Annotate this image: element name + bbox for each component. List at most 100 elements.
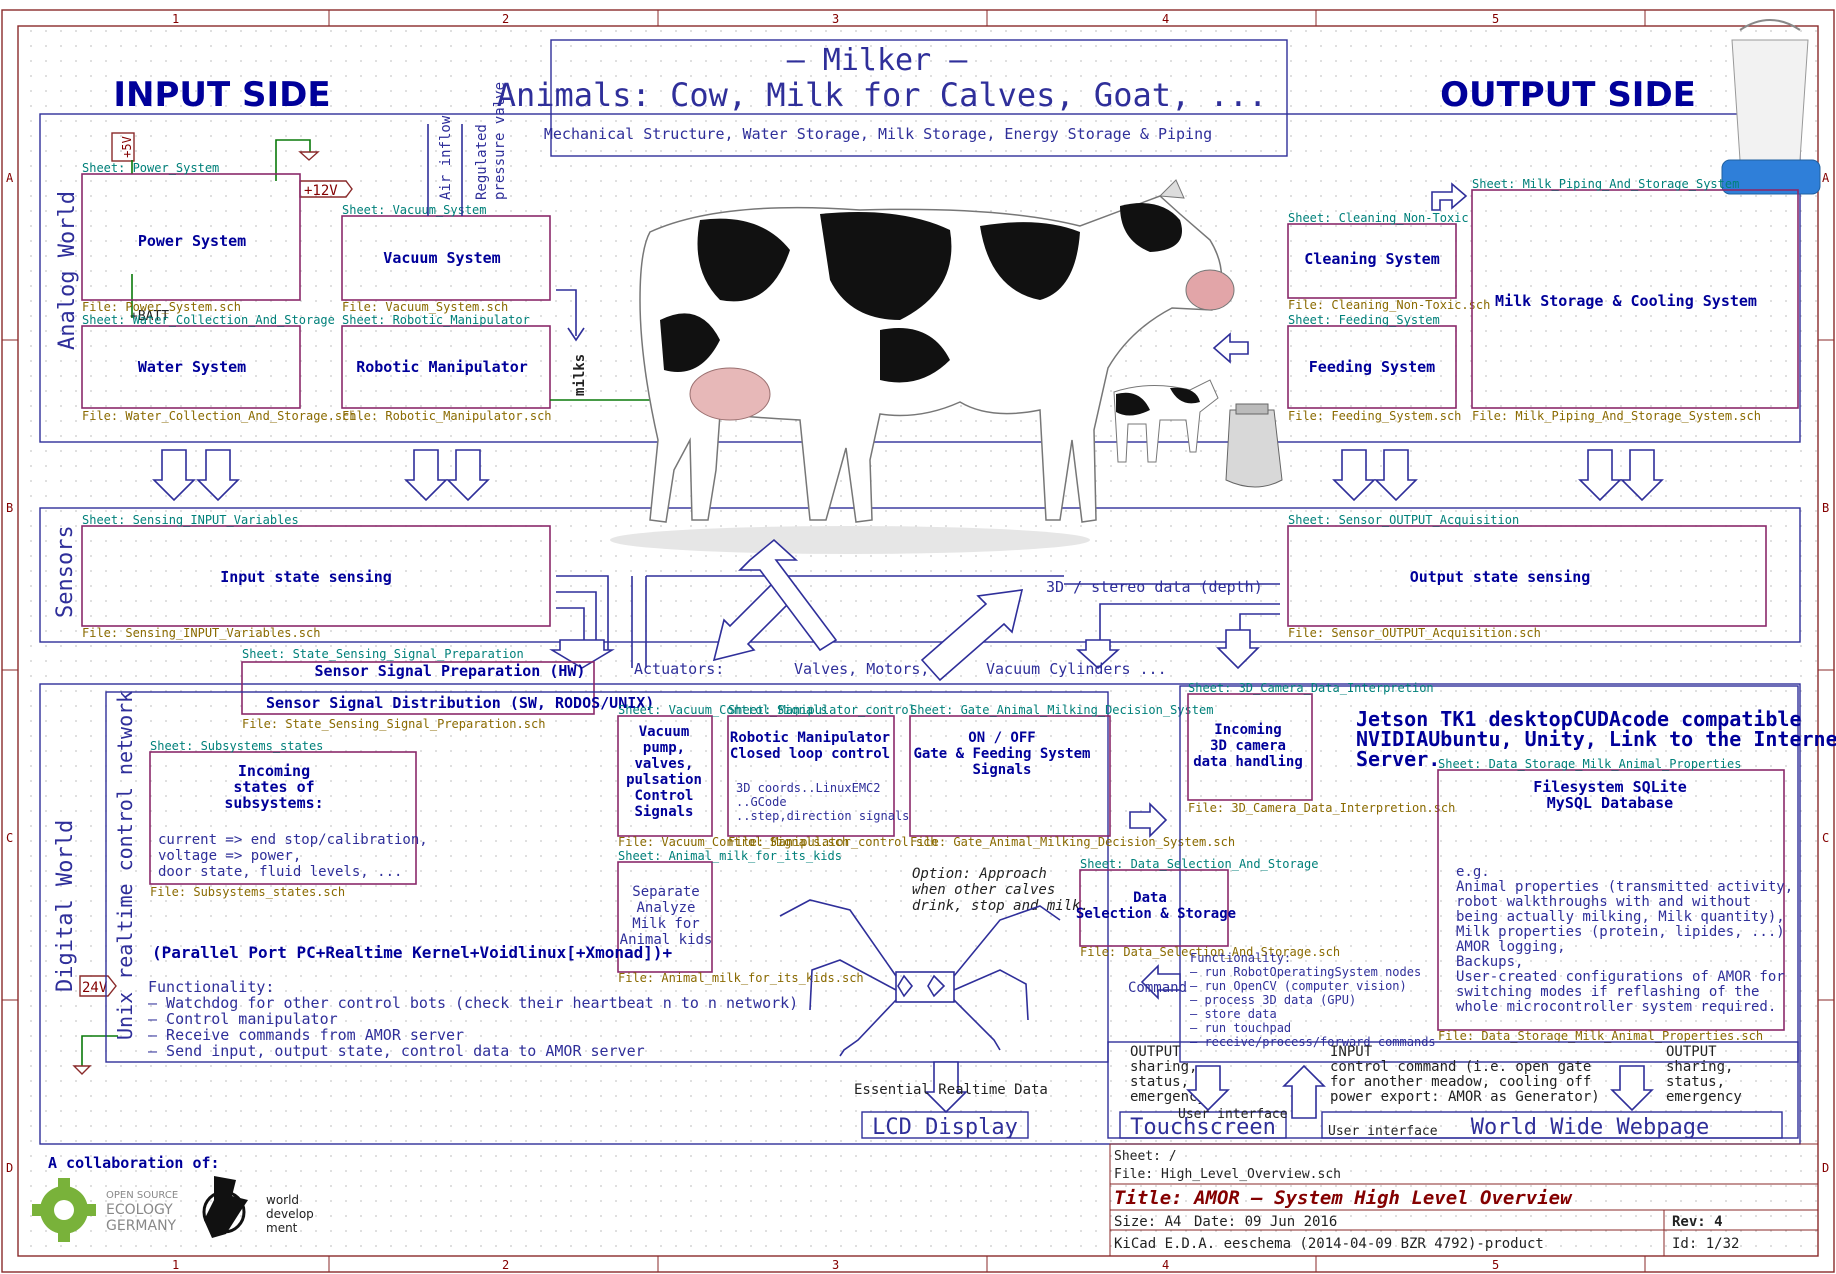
calf-illustration bbox=[1113, 379, 1219, 463]
sheet-title: Separate bbox=[632, 884, 699, 900]
sheet-power-system[interactable]: Sheet: Power_System Power System File: P… bbox=[81, 161, 301, 314]
tb-size: Size: A4 bbox=[1114, 1214, 1181, 1230]
parallel-port-text: (Parallel Port PC+Realtime Kernel+Voidli… bbox=[152, 943, 673, 962]
sheet-title: Cleaning System bbox=[1304, 250, 1439, 268]
io-line: OUTPUT bbox=[1666, 1044, 1717, 1060]
world-wide-webpage[interactable]: World Wide Webpage bbox=[1321, 1111, 1783, 1140]
sheet-database[interactable]: Sheet: Data_Storage_Milk_Animal_Properti… bbox=[1437, 757, 1793, 1043]
db-line: e.g. bbox=[1456, 864, 1490, 880]
sheet-name: Sheet: Vacuum_System bbox=[342, 203, 487, 217]
ose-gear-logo bbox=[32, 1178, 96, 1242]
sheet-name: Sheet: Sensing_INPUT_Variables bbox=[82, 513, 299, 527]
command-arrow-icon bbox=[1140, 964, 1181, 1000]
tb-file: File: High_Level_Overview.sch bbox=[1114, 1167, 1341, 1182]
option-label-1: Option: Approach bbox=[912, 866, 1047, 882]
io-line: sharing, bbox=[1130, 1059, 1197, 1075]
io-line: power export: AMOR as Generator) bbox=[1330, 1089, 1600, 1105]
sheet-vacuum-system[interactable]: Sheet: Vacuum_System Vacuum System File:… bbox=[341, 203, 551, 314]
sheet-title: valves, bbox=[634, 756, 693, 772]
sheet-title: 3D camera bbox=[1210, 738, 1286, 754]
input-up-arrow-icon bbox=[1282, 1064, 1326, 1119]
sheet-subsystems-states[interactable]: Sheet: Subsystems_states Incoming states… bbox=[149, 739, 428, 899]
sheet-3d-camera[interactable]: Sheet: 3D_Camera_Data_Interpretion Incom… bbox=[1187, 681, 1455, 815]
sheet-milk-storage[interactable]: Sheet: Milk_Piping_And_Storage_System Mi… bbox=[1471, 177, 1799, 423]
col-label-bottom: 2 bbox=[502, 1258, 509, 1272]
option-label-3: drink, stop and milk. bbox=[912, 898, 1089, 914]
sheet-cleaning-system[interactable]: Sheet: Cleaning_Non-Toxic Cleaning Syste… bbox=[1287, 211, 1490, 312]
sheet-gate-decision[interactable]: Sheet: Gate_Animal_Milking_Decision_Syst… bbox=[909, 703, 1235, 849]
sheet-animal-kids[interactable]: Sheet: Animal_milk_for_its_kids Separate… bbox=[617, 849, 864, 985]
batt-label: +BATT bbox=[130, 309, 169, 324]
col-label-bottom: 3 bbox=[832, 1258, 839, 1272]
wd-text-1: world bbox=[266, 1193, 299, 1207]
web-down-arrow-icon bbox=[1610, 1065, 1654, 1112]
touch-down-arrow-icon bbox=[1186, 1065, 1230, 1112]
sheet-vacuum-control-signals[interactable]: Sheet: Vacuum_Control_Signals Vacuum pum… bbox=[617, 703, 849, 849]
sheet-sensor-signal-preparation[interactable]: Sheet: State_Sensing_Signal_Preparation … bbox=[241, 647, 595, 731]
col-label-bottom: 1 bbox=[172, 1258, 179, 1272]
tb-rev: Rev: 4 bbox=[1672, 1214, 1723, 1230]
unix-network-box bbox=[105, 691, 1109, 1063]
sheet-file: File: Vacuum_Control_Signals.sch bbox=[618, 835, 849, 849]
sheet-title: Signals bbox=[972, 762, 1031, 778]
sheet-robotic-manipulator[interactable]: Sheet: Robotic_Manipulator Robotic Manip… bbox=[341, 313, 552, 423]
io-line: emergency bbox=[1666, 1089, 1742, 1105]
func-line: – Control manipulator bbox=[148, 1010, 338, 1028]
sheet-desc: current => end stop/calibration, bbox=[158, 832, 428, 848]
sheet-name: Sheet: Vacuum_Control_Signals bbox=[618, 703, 828, 717]
sheet-name: Sheet: Cleaning_Non-Toxic bbox=[1288, 211, 1469, 225]
lcd-display[interactable]: LCD Display bbox=[861, 1111, 1029, 1140]
tb-sheet: Sheet: / bbox=[1114, 1149, 1177, 1164]
sheet-water-system[interactable]: Sheet: Water_Collection_And_Storage Wate… bbox=[81, 313, 357, 423]
sheet-desc: 3D coords..LinuxEMC2 bbox=[736, 781, 881, 795]
sheet-data-selection[interactable]: Sheet: Data_Selection_And_Storage Data S… bbox=[1076, 857, 1340, 959]
sheet-title: Vacuum bbox=[639, 724, 690, 740]
sheet-manipulator-control[interactable]: Sheet: Manipulator_control Robotic Manip… bbox=[727, 703, 938, 849]
sheet-file: File: Gate_Animal_Milking_Decision_Syste… bbox=[910, 835, 1235, 849]
jf-line: – store data bbox=[1190, 1007, 1277, 1021]
pipe-arrow-icon bbox=[1431, 182, 1468, 211]
sheet-name: Sheet: Robotic_Manipulator bbox=[342, 313, 530, 327]
ui-label-2: User interface bbox=[1328, 1124, 1438, 1139]
row-label-right: C bbox=[1822, 831, 1829, 845]
pressure-valve-label-1: Regulated bbox=[474, 124, 490, 200]
row-label-right: A bbox=[1822, 171, 1830, 185]
title-line-3: Mechanical Structure, Water Storage, Mil… bbox=[544, 125, 1212, 143]
air-inflow-label: Air inflow bbox=[438, 115, 454, 200]
pressure-valve-label-2: pressure valve bbox=[492, 82, 508, 200]
ssd-title: Sensor Signal Distribution (SW, RODOS/UN… bbox=[266, 694, 654, 712]
sheet-name: Sheet: Water_Collection_And_Storage bbox=[82, 313, 335, 327]
sensors-region bbox=[39, 507, 1801, 643]
tb-title: Title: AMOR – System High Level Overview bbox=[1114, 1187, 1573, 1209]
wd-text-3: ment bbox=[266, 1221, 298, 1235]
sheet-output-sensing[interactable]: Sheet: Sensor_OUTPUT_Acquisition Output … bbox=[1287, 513, 1767, 640]
col-label-top: 3 bbox=[832, 12, 839, 26]
sheet-file: File: Subsystems_states.sch bbox=[150, 885, 345, 899]
io-output-right: OUTPUT sharing, status, emergency bbox=[1666, 1044, 1742, 1105]
sheet-name: Sheet: Subsystems_states bbox=[150, 739, 323, 753]
jetson-line-1: Jetson TK1 desktopCUDAcode compatible bbox=[1356, 707, 1802, 731]
tb-kicad: KiCad E.D.A. eeschema (2014-04-09 BZR 47… bbox=[1114, 1236, 1544, 1252]
sheet-file: File: Cleaning_Non-Toxic.sch bbox=[1288, 298, 1490, 312]
row-label-left: B bbox=[6, 501, 13, 515]
sheet-title: ON / OFF bbox=[968, 730, 1035, 746]
sheet-title: Water System bbox=[138, 358, 246, 376]
sheet-title: Vacuum System bbox=[383, 249, 500, 267]
vacuum-wires: Air inflow Regulated pressure valve milk… bbox=[427, 82, 704, 401]
sheet-input-sensing[interactable]: Sheet: Sensing_INPUT_Variables Input sta… bbox=[81, 513, 551, 640]
sheet-title: Gate & Feeding System bbox=[913, 746, 1090, 762]
func-line: – Receive commands from AMOR server bbox=[148, 1026, 464, 1044]
analog-world-label: Analog World bbox=[55, 191, 80, 350]
touchscreen[interactable]: Touchscreen bbox=[1119, 1111, 1287, 1140]
wd-text-2: develop bbox=[266, 1207, 314, 1221]
db-line: switching modes if reflashing of the bbox=[1456, 984, 1759, 1000]
col-label-top: 2 bbox=[502, 12, 509, 26]
valves-label: Valves, Motors, bbox=[794, 660, 929, 678]
sheet-name: Sheet: Data_Selection_And_Storage bbox=[1080, 857, 1318, 871]
sheet-title: Analyze bbox=[636, 900, 695, 916]
collab-title: A collaboration of: bbox=[48, 1154, 220, 1172]
down-arrows bbox=[152, 449, 1664, 502]
jf-line: – run touchpad bbox=[1190, 1021, 1291, 1035]
sheet-feeding-system[interactable]: Sheet: Feeding_System Feeding System Fil… bbox=[1287, 313, 1461, 423]
